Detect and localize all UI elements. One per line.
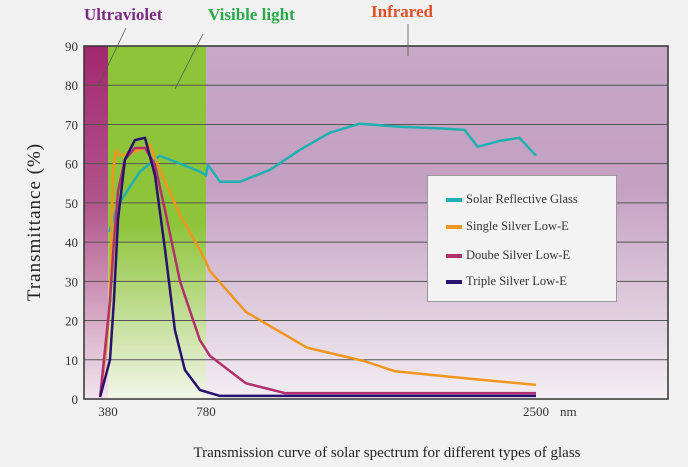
band-label-visible-light: Visible light: [208, 5, 295, 24]
x-tick-label: 380: [98, 404, 118, 419]
legend-item-doube-silver-low-e: Doube Silver Low-E: [446, 248, 570, 263]
legend: Solar Reflective Glass Single Silver Low…: [427, 175, 617, 302]
band-ultraviolet: [84, 46, 108, 399]
y-tick-label: 80: [65, 78, 78, 93]
series-line-doube-silver-low-e: [98, 146, 536, 398]
legend-swatch: [446, 279, 462, 284]
y-tick-label: 30: [65, 274, 78, 289]
series-line-solar-reflective-glass: [108, 122, 537, 233]
legend-item-single-silver-low-e: Single Silver Low-E: [446, 219, 569, 234]
legend-item-solar-reflective-glass: Solar Reflective Glass: [446, 192, 578, 207]
x-unit-label: nm: [560, 404, 577, 419]
legend-item-triple-silver-low-e: Triple Silver Low-E: [446, 274, 567, 289]
y-tick-label: 40: [65, 235, 78, 250]
legend-label: Single Silver Low-E: [466, 219, 569, 233]
leader-line-ultraviolet: [97, 27, 127, 87]
y-tick-label: 0: [72, 392, 79, 407]
y-tick-label: 10: [65, 353, 78, 368]
y-tick-label: 20: [65, 314, 78, 329]
legend-swatch: [446, 253, 462, 258]
y-tick-label: 90: [65, 39, 78, 54]
legend-label: Solar Reflective Glass: [466, 192, 578, 206]
band-label-infrared: Infrared: [371, 2, 434, 21]
y-tick-label: 60: [65, 157, 78, 172]
legend-swatch: [446, 224, 462, 229]
legend-label: Doube Silver Low-E: [466, 248, 571, 262]
y-axis-label: Transmittance (%): [24, 143, 45, 301]
series-line-single-silver-low-e: [98, 143, 537, 398]
chart-title: Transmission curve of solar spectrum for…: [193, 445, 580, 461]
y-tick-label: 50: [65, 196, 78, 211]
legend-swatch: [446, 197, 462, 202]
x-tick-label: 780: [196, 404, 216, 419]
plot-frame: [83, 45, 669, 400]
series-line-triple-silver-low-e: [98, 136, 536, 398]
leader-line-visible-light: [174, 33, 204, 90]
band-label-ultraviolet: Ultraviolet: [84, 5, 163, 24]
legend-label: Triple Silver Low-E: [466, 274, 567, 288]
band-visible-light: [108, 46, 206, 399]
y-tick-label: 70: [65, 117, 78, 132]
x-tick-label: 2500: [523, 404, 549, 419]
